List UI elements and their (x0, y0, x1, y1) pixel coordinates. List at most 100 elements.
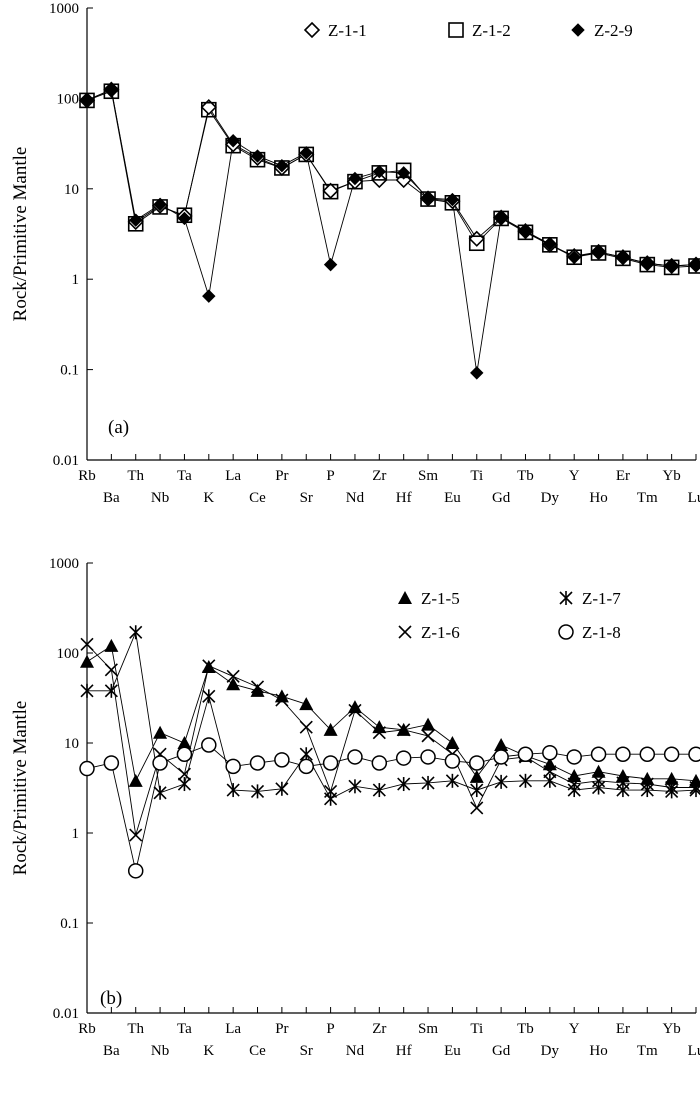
y-tick-label: 1 (72, 826, 80, 842)
x-tick-label: Nb (151, 490, 169, 506)
data-point-Z-1-8-Tb (517, 746, 534, 762)
data-point-Z-2-9-Eu (445, 192, 460, 207)
x-tick-label: Gd (492, 1043, 511, 1059)
data-point-Z-1-8-Yb (663, 746, 680, 762)
data-point-Z-2-9-Sr (299, 146, 313, 160)
data-point-Z-1-5-Nb (153, 725, 168, 739)
data-point-Z-1-8-Zr (371, 755, 388, 771)
y-tick-label: 100 (57, 646, 80, 662)
x-tick-label: K (203, 490, 214, 506)
y-tick-label: 0.1 (60, 363, 79, 379)
x-tick-label: Nb (151, 1043, 169, 1059)
data-point-Z-1-8-Ce (249, 755, 266, 771)
x-tick-label: Ti (470, 1021, 483, 1037)
data-point-Z-2-9-Tb (518, 224, 533, 238)
data-point-Z-1-8-Pr (274, 752, 290, 768)
x-tick-label: Th (127, 1021, 144, 1037)
x-tick-label: Sm (418, 468, 438, 484)
data-point-Z-1-8-Ba (103, 755, 120, 771)
data-point-Z-1-8-Gd (493, 749, 509, 765)
data-point-Z-2-9-Zr (372, 164, 387, 179)
x-tick-label: La (225, 468, 241, 484)
x-tick-label: Ba (103, 1043, 120, 1059)
x-tick-label: Pr (275, 1021, 288, 1037)
data-point-Z-2-9-Sm (421, 191, 435, 205)
data-point-Z-1-8-Ta (176, 746, 193, 762)
series-line-Z-1-7 (87, 630, 697, 800)
x-tick-label: La (225, 1021, 241, 1037)
data-point-Z-1-5-Rb (80, 654, 94, 668)
x-tick-label: Sm (418, 1021, 438, 1037)
data-point-Z-1-8-Th (127, 863, 144, 879)
data-point-Z-1-8-Nb (152, 755, 168, 771)
data-point-Z-2-9-Tm (640, 256, 654, 270)
x-tick-label: Rb (78, 468, 96, 484)
data-point-Z-1-6-Ce (250, 680, 265, 694)
data-point-Z-2-9-Hf (396, 166, 411, 180)
data-point-Z-1-5-Ce (250, 683, 265, 697)
data-point-Z-1-6-K (202, 659, 216, 673)
data-point-Z-1-6-Nd (348, 703, 362, 718)
data-point-Z-2-9-Pr (275, 159, 289, 173)
data-point-Z-1-7-Ta (177, 777, 192, 792)
data-point-Z-1-8-K (201, 737, 217, 753)
data-point-Z-1-7-Nd (348, 779, 362, 794)
x-tick-label: Ho (589, 490, 607, 506)
legend-label-Z-1-6: Z-1-6 (421, 623, 460, 642)
data-point-Z-1-8-La (225, 758, 241, 775)
data-point-Z-1-1-K (200, 99, 217, 116)
x-tick-label: Tb (517, 1021, 534, 1037)
x-tick-label: Pr (275, 468, 288, 484)
x-tick-label: Zr (372, 1021, 386, 1037)
data-point-Z-1-7-Pr (275, 781, 289, 796)
data-point-Z-1-7-K (202, 689, 216, 704)
legend-marker-Z-1-6 (398, 625, 412, 639)
data-point-Z-1-7-Er (616, 783, 630, 798)
data-point-Z-1-7-Ba (104, 683, 118, 698)
series-line-Z-1-2 (86, 90, 697, 268)
data-point-Z-1-6-Sr (299, 720, 313, 734)
x-tick-label: Ho (589, 1043, 607, 1059)
x-tick-label: Lu (688, 490, 700, 506)
x-tick-label: Hf (396, 1043, 412, 1059)
y-tick-label: 1 (72, 272, 80, 288)
legend-label-Z-1-1: Z-1-1 (328, 21, 367, 40)
data-point-Z-1-7-Th (129, 625, 143, 640)
x-tick-label: Y (569, 468, 580, 484)
x-tick-label: Nd (346, 1043, 365, 1059)
data-point-Z-2-9-Nd (348, 171, 362, 186)
data-point-Z-2-9-P (323, 257, 338, 272)
data-point-Z-1-8-Dy (542, 744, 558, 761)
data-point-Z-1-2-Y (566, 249, 583, 266)
data-point-Z-1-7-P (324, 791, 338, 806)
x-tick-label: Dy (541, 490, 560, 506)
legend-label-Z-1-2: Z-1-2 (472, 21, 511, 40)
x-tick-label: Ti (470, 468, 483, 484)
data-point-Z-1-8-Rb (79, 760, 95, 777)
data-point-Z-1-2-P (322, 183, 339, 200)
data-point-Z-1-5-Y (567, 768, 582, 782)
data-point-Z-1-6-Hf (397, 723, 411, 737)
data-point-Z-1-5-P (323, 722, 338, 736)
y-tick-label: 100 (57, 91, 80, 107)
data-point-Z-1-7-Nb (153, 785, 167, 800)
x-tick-label: Ce (249, 1043, 266, 1059)
data-point-Z-2-9-Ho (591, 245, 606, 259)
data-point-Z-1-8-Hf (395, 750, 412, 766)
x-tick-label: P (326, 1021, 334, 1037)
legend-marker-Z-1-5 (398, 591, 412, 604)
data-point-Z-1-7-Yb (665, 784, 679, 799)
data-point-Z-1-8-Er (615, 746, 631, 762)
x-tick-label: Ce (249, 490, 266, 506)
data-point-Z-1-5-Sm (421, 717, 436, 731)
data-point-Z-2-9-Y (567, 250, 581, 264)
data-point-Z-1-5-Ho (591, 764, 606, 778)
data-point-Z-2-9-Yb (664, 259, 679, 273)
legend: Z-1-5 Z-1-7 Z-1-6 Z-1-8 (398, 589, 621, 642)
data-point-Z-2-9-Th (129, 213, 143, 227)
data-point-Z-2-9-Er (616, 250, 630, 264)
x-tick-label: Er (616, 1021, 630, 1037)
data-point-Z-1-7-Zr (372, 783, 386, 798)
data-point-Z-1-5-Th (128, 773, 143, 787)
x-tick-label: Sr (300, 1043, 313, 1059)
